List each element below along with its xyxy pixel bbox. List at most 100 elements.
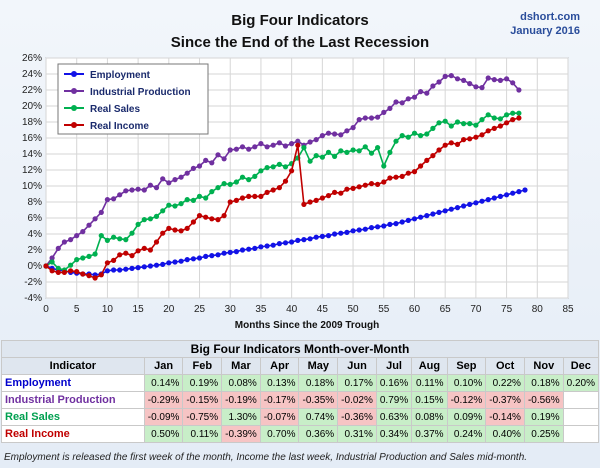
data-point: [325, 130, 332, 136]
data-point: [399, 133, 405, 139]
data-point: [485, 75, 491, 81]
table-header-cell: Nov: [523, 357, 564, 375]
data-point: [405, 217, 411, 223]
data-point: [473, 200, 479, 206]
legend-label: Real Income: [90, 121, 149, 132]
data-point: [289, 168, 295, 174]
data-point: [196, 213, 203, 219]
data-point: [80, 229, 86, 235]
table-cell: 0.17%: [337, 374, 377, 392]
x-tick-label: 80: [532, 304, 544, 315]
data-point: [184, 170, 190, 176]
data-point: [430, 125, 436, 131]
data-point: [86, 273, 92, 279]
table-cell: -0.35%: [298, 391, 339, 409]
data-point: [313, 153, 319, 159]
data-point: [246, 177, 252, 183]
data-point: [418, 214, 424, 220]
data-point: [178, 228, 184, 234]
data-point: [289, 239, 295, 245]
data-point: [485, 112, 491, 118]
data-point: [430, 153, 436, 159]
data-point: [485, 128, 491, 134]
data-point: [344, 149, 350, 155]
data-point: [203, 214, 209, 220]
data-point: [190, 256, 196, 262]
source-date: January 2016: [510, 25, 580, 37]
data-point: [325, 233, 332, 239]
table-cell: 0.15%: [411, 391, 448, 409]
table-cell: [562, 425, 600, 443]
data-point: [129, 187, 135, 193]
data-point: [479, 85, 485, 91]
data-point: [387, 175, 393, 181]
table-cell: 0.19%: [182, 374, 223, 392]
data-point: [98, 209, 104, 215]
data-point: [295, 142, 301, 148]
data-point: [504, 192, 510, 198]
data-point: [252, 173, 258, 179]
data-point: [461, 137, 467, 143]
data-point: [221, 156, 227, 162]
data-point: [264, 243, 270, 249]
x-tick-label: 75: [501, 304, 513, 315]
data-point: [270, 142, 276, 148]
data-point: [86, 222, 92, 228]
table-header-cell: Jul: [375, 357, 413, 375]
data-point: [387, 105, 393, 111]
legend-marker: [71, 71, 77, 77]
table-header-cell: Dec: [562, 357, 600, 375]
data-point: [424, 213, 430, 219]
table-cell: -0.15%: [182, 391, 223, 409]
data-point: [393, 138, 399, 144]
table-cell: 0.13%: [259, 374, 300, 392]
data-point: [485, 197, 491, 203]
table-cell: -0.09%: [143, 408, 184, 426]
data-point: [178, 258, 184, 264]
data-point: [368, 150, 375, 156]
data-point: [160, 230, 166, 236]
x-tick-label: 40: [286, 304, 298, 315]
data-point: [399, 173, 405, 179]
data-point: [368, 115, 375, 121]
data-point: [55, 245, 61, 251]
data-point: [117, 192, 123, 198]
table-cell: 0.79%: [375, 391, 413, 409]
data-point: [448, 123, 454, 129]
data-point: [184, 197, 190, 203]
x-tick-label: 55: [378, 304, 390, 315]
table-cell: 0.50%: [143, 425, 184, 443]
table-cell: 0.11%: [182, 425, 223, 443]
y-tick-label: 0%: [28, 261, 43, 272]
data-point: [436, 79, 442, 85]
data-point: [98, 233, 104, 239]
data-point: [270, 242, 276, 248]
data-point: [196, 163, 203, 169]
data-point: [491, 77, 497, 83]
data-point: [282, 143, 289, 149]
data-point: [307, 199, 313, 205]
row-label: Real Income: [1, 425, 145, 443]
data-point: [117, 236, 123, 242]
data-point: [491, 195, 497, 201]
table-caption: Big Four Indicators Month-over-Month: [1, 340, 599, 358]
data-point: [135, 221, 141, 227]
data-point: [92, 251, 98, 257]
data-point: [516, 87, 522, 93]
legend-label: Industrial Production: [90, 87, 191, 98]
table-row: Real Income 0.50% 0.11% -0.39% 0.70% 0.36% 0.3…: [1, 425, 600, 443]
data-point: [467, 121, 473, 127]
table-cell: 0.34%: [375, 425, 413, 443]
legend-label: Real Sales: [90, 104, 140, 115]
data-point: [239, 144, 246, 150]
data-point: [209, 253, 215, 259]
data-point: [49, 268, 55, 274]
data-point: [98, 272, 104, 278]
month-over-month-table: Big Four Indicators Month-over-Month Ind…: [1, 340, 600, 443]
table-cell: -0.37%: [485, 391, 525, 409]
data-point: [338, 230, 344, 236]
data-point: [436, 147, 442, 153]
data-point: [55, 265, 61, 271]
table-cell: 0.20%: [562, 374, 600, 392]
